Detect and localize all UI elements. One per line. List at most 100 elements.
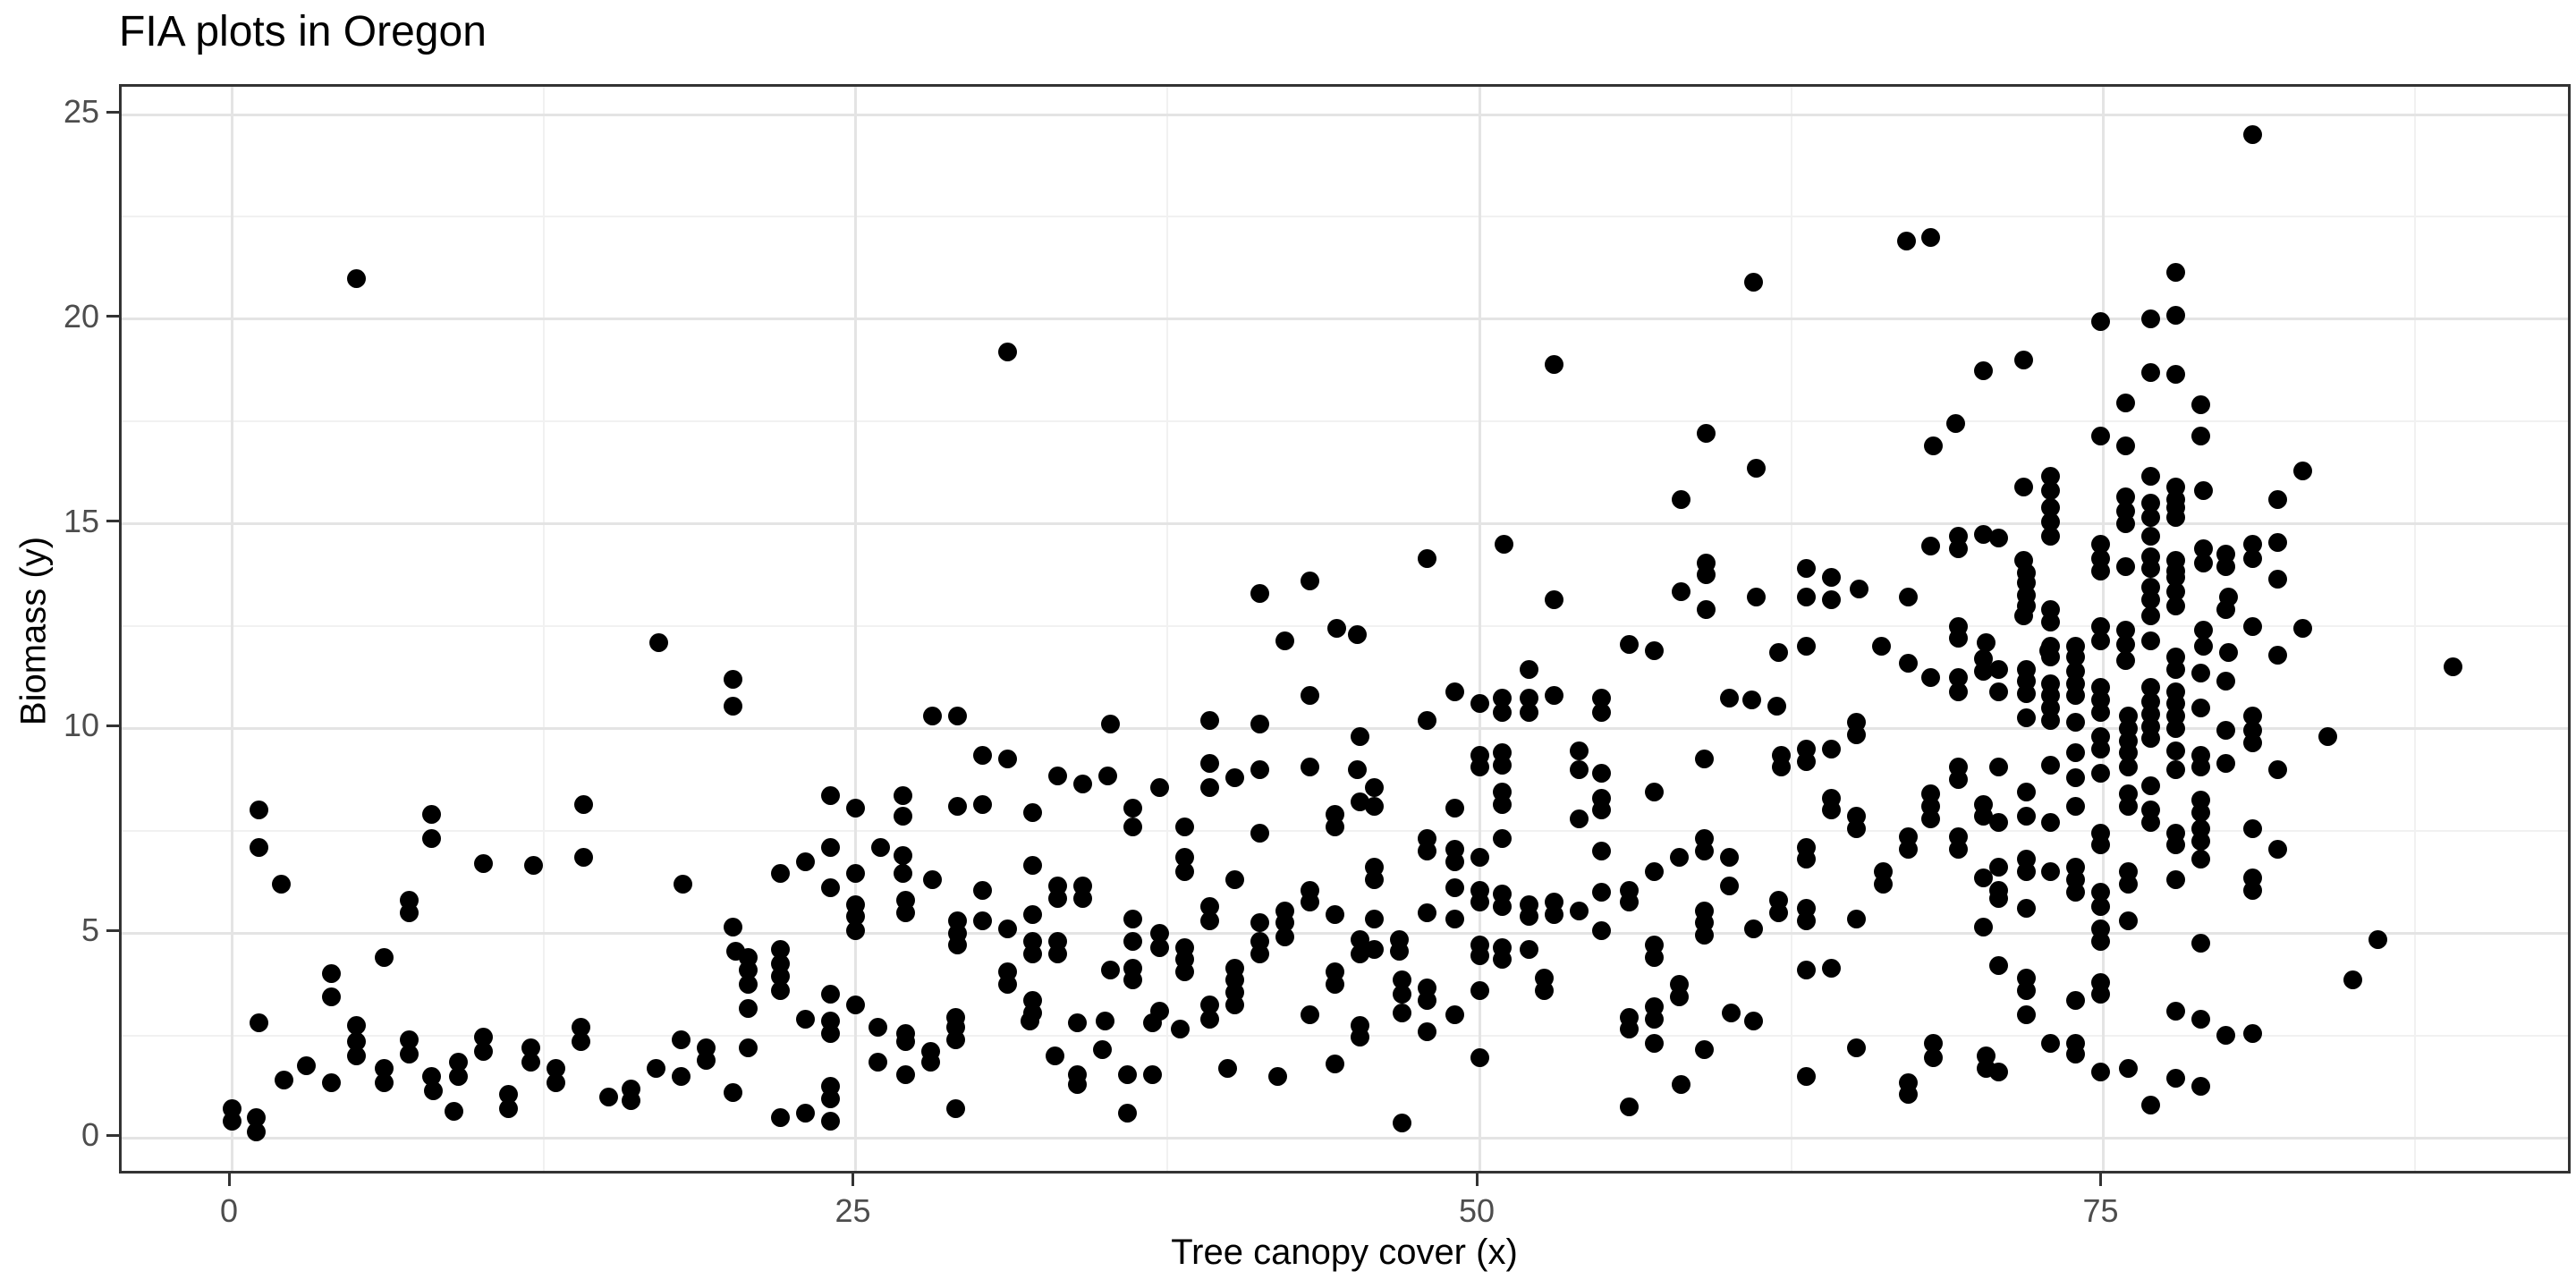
data-point	[1924, 1034, 1944, 1054]
data-point	[1644, 782, 1664, 801]
data-point	[2141, 526, 2160, 546]
data-point	[421, 804, 441, 824]
data-point	[2116, 621, 2136, 640]
data-point	[2091, 896, 2111, 916]
y-tick-mark	[106, 928, 119, 932]
data-point	[1143, 1013, 1162, 1033]
data-point	[399, 902, 419, 922]
data-point	[1949, 629, 1969, 648]
data-point	[1123, 817, 1142, 836]
data-point	[2190, 802, 2210, 822]
data-point	[2091, 311, 2111, 331]
data-point	[1393, 1003, 1411, 1022]
data-point	[1592, 702, 1612, 722]
data-point	[2141, 309, 2160, 329]
data-point	[2091, 931, 2111, 951]
data-point	[2066, 1044, 2086, 1063]
data-point	[1365, 870, 1385, 890]
data-point	[671, 1030, 691, 1049]
data-point	[1974, 807, 1994, 826]
data-point	[1200, 1009, 1220, 1029]
data-point	[272, 874, 292, 894]
data-point	[1644, 640, 1664, 660]
data-point	[2141, 508, 2160, 528]
data-point	[1170, 1020, 1190, 1039]
gridline-major-x	[854, 87, 857, 1171]
data-point	[1492, 702, 1512, 722]
data-point	[1492, 896, 1512, 916]
data-point	[2165, 1069, 2185, 1089]
data-point	[1796, 588, 1816, 607]
data-point	[250, 1013, 269, 1033]
data-point	[1988, 956, 2008, 976]
data-point	[771, 940, 791, 959]
data-point	[1275, 913, 1294, 933]
data-point	[1592, 688, 1612, 708]
data-point	[948, 936, 968, 955]
data-point	[2218, 588, 2238, 607]
data-point	[1899, 588, 1919, 607]
data-point	[1619, 893, 1639, 912]
data-point	[2165, 365, 2185, 385]
data-point	[1445, 682, 1464, 701]
data-point	[499, 1085, 519, 1105]
data-point	[1417, 842, 1436, 861]
data-point	[424, 1080, 444, 1100]
data-point	[2268, 759, 2288, 779]
data-point	[2118, 874, 2138, 894]
data-point	[1592, 882, 1612, 902]
data-point	[1325, 1055, 1344, 1074]
y-tick-mark	[106, 724, 119, 727]
data-point	[1300, 1005, 1319, 1025]
y-tick-label: 20	[63, 297, 99, 335]
data-point	[1495, 534, 1514, 554]
y-tick-mark	[106, 1133, 119, 1137]
y-tick-mark	[106, 520, 119, 523]
data-point	[1672, 489, 1691, 509]
data-point	[1200, 896, 1220, 916]
data-point	[2141, 494, 2160, 513]
x-tick-mark	[2099, 1174, 2102, 1186]
data-point	[1097, 766, 1117, 785]
data-point	[2165, 561, 2185, 580]
gridline-major-x	[230, 87, 233, 1171]
data-point	[945, 1030, 965, 1049]
data-point	[2141, 775, 2160, 795]
data-point	[499, 1099, 519, 1119]
data-point	[796, 852, 816, 871]
data-point	[399, 1044, 419, 1063]
data-point	[1123, 931, 1142, 951]
data-point	[1470, 980, 1489, 1000]
data-point	[724, 696, 743, 716]
data-point	[2116, 436, 2136, 456]
data-point	[895, 1064, 915, 1084]
data-point	[1325, 974, 1344, 994]
data-point	[1470, 848, 1489, 868]
gridline-minor-x	[1166, 87, 1169, 1171]
data-point	[1697, 600, 1716, 620]
data-point	[2091, 426, 2111, 445]
data-point	[1619, 1020, 1639, 1039]
data-point	[1924, 436, 1944, 456]
x-tick-mark	[227, 1174, 231, 1186]
data-point	[1974, 661, 1994, 681]
data-point	[2016, 807, 2036, 826]
data-point	[2243, 733, 2263, 752]
data-point	[1072, 774, 1092, 793]
data-point	[923, 870, 943, 890]
data-point	[1520, 659, 1539, 679]
data-point	[869, 1052, 888, 1072]
data-point	[1250, 944, 1269, 963]
gridline-minor-x	[542, 87, 545, 1171]
data-point	[1492, 756, 1512, 775]
data-point	[2066, 767, 2086, 787]
data-point	[1796, 911, 1816, 930]
data-point	[1921, 667, 1941, 687]
data-point	[2041, 526, 2061, 546]
data-point	[1267, 1066, 1287, 1086]
data-point	[1722, 1003, 1741, 1022]
data-point	[739, 960, 758, 979]
data-point	[1846, 819, 1866, 838]
data-point	[2243, 1023, 2263, 1043]
